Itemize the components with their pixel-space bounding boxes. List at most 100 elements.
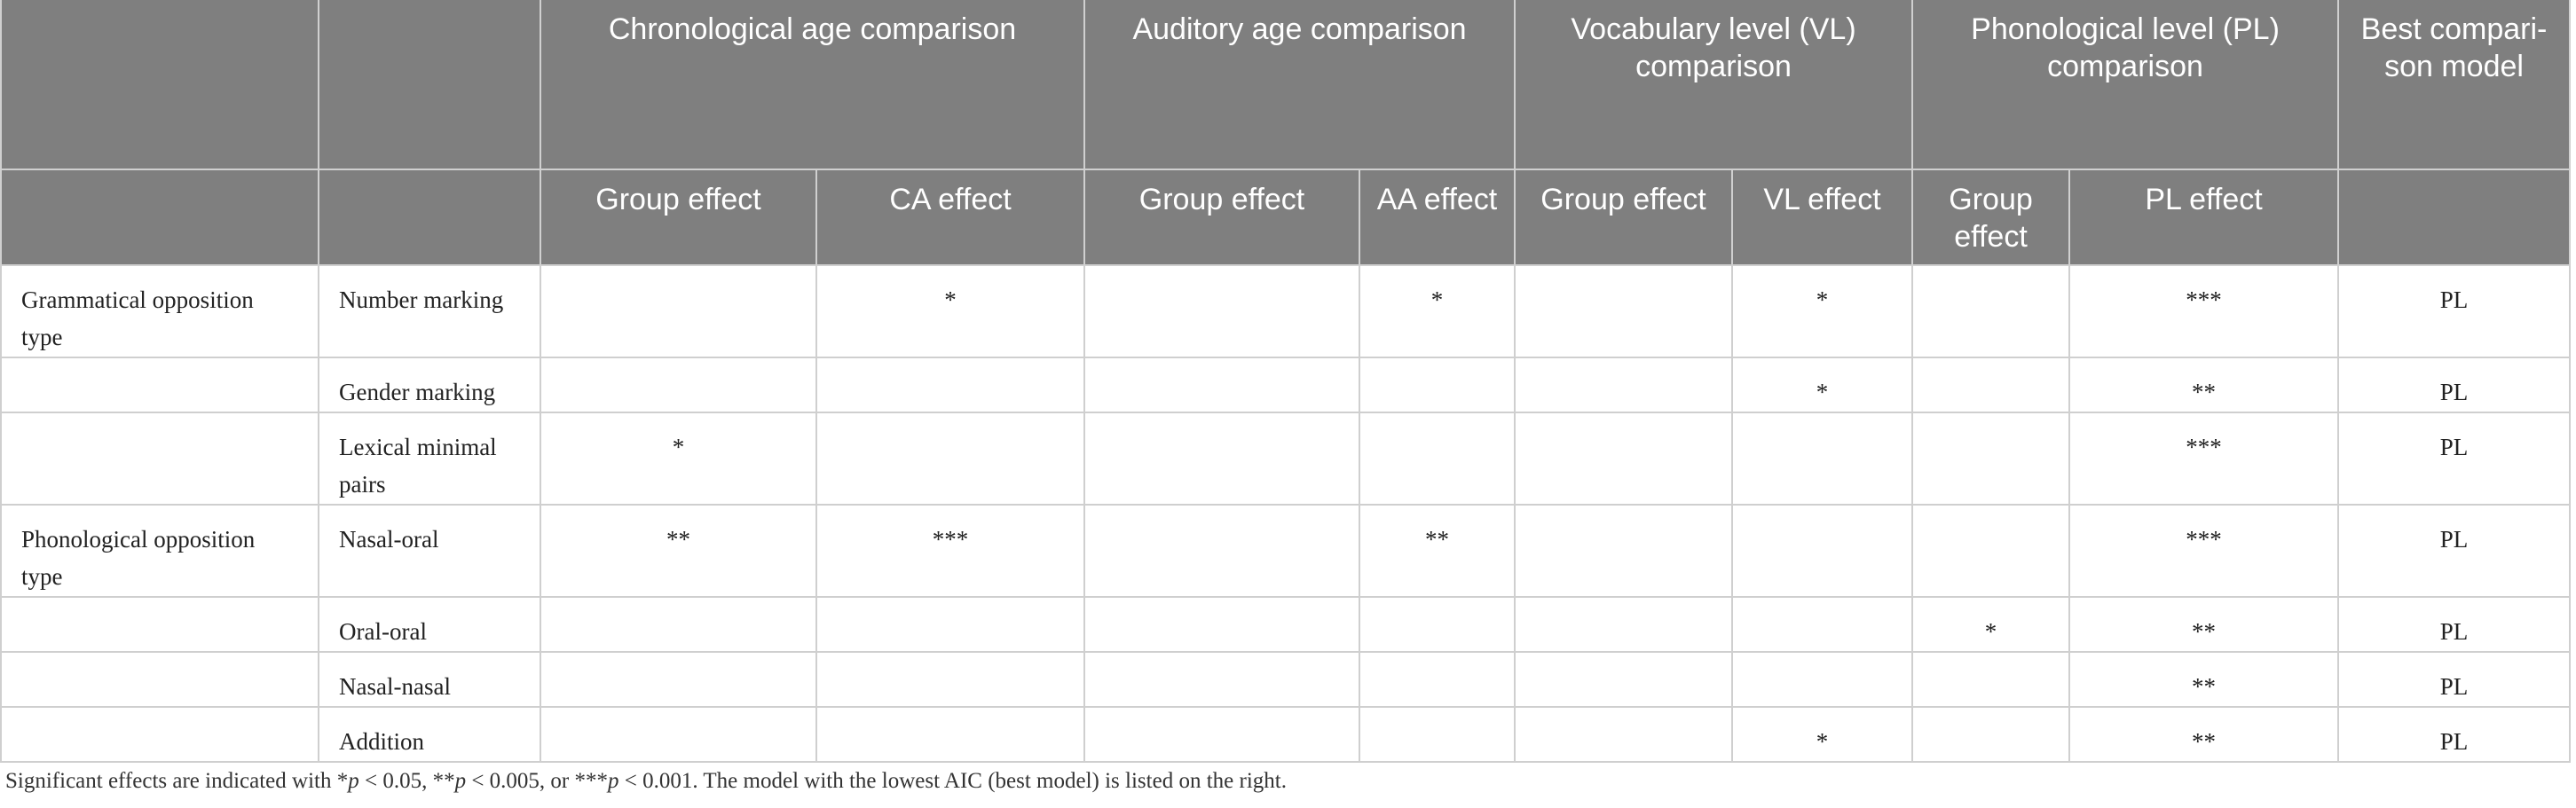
cell-best-model: PL (2337, 357, 2572, 413)
header-vocabulary-level: Vocabulary level (VL) comparison (1514, 0, 1914, 170)
table-body: Grammatical opposition type Number marki… (0, 264, 2572, 763)
cell-pl-effect: *** (2068, 504, 2340, 598)
cell-aa-effect: * (1359, 264, 1516, 358)
cell-aa-group (1083, 264, 1361, 358)
cell-ca-effect (815, 357, 1086, 413)
cell-ca-group (540, 596, 817, 653)
footnote-text-3: < 0.005, or *** (466, 769, 609, 793)
table-row: Oral-oral * ** PL (0, 596, 2572, 653)
cell-vl-group (1514, 651, 1734, 708)
row-label: Number marking (318, 264, 541, 358)
header-empty-1 (0, 0, 319, 170)
header-best-model: Best compari- son model (2337, 0, 2572, 170)
cell-aa-effect (1359, 357, 1516, 413)
subheader-ca-effect: CA effect (815, 169, 1086, 266)
header-chronological-age: Chronological age comparison (539, 0, 1086, 170)
row-label: Nasal-nasal (318, 651, 541, 708)
cell-best-model: PL (2337, 504, 2572, 598)
table-row: Phonological opposition type Nasal-oral … (0, 504, 2572, 598)
cell-vl-effect: * (1731, 706, 1914, 763)
cell-vl-group (1514, 357, 1734, 413)
subheader-vl-effect: VL effect (1731, 169, 1914, 266)
header-auditory-age: Auditory age comparison (1083, 0, 1516, 170)
cell-ca-effect (815, 706, 1086, 763)
subheader-ca-group-effect: Group effect (540, 169, 817, 266)
cell-vl-effect (1731, 596, 1914, 653)
cell-pl-group (1911, 357, 2071, 413)
table-row: Gender marking * ** PL (0, 357, 2572, 413)
cell-pl-effect: ** (2068, 596, 2340, 653)
row-label: Addition (318, 706, 541, 763)
cell-ca-group (540, 706, 817, 763)
cell-best-model: PL (2337, 264, 2572, 358)
cell-aa-group (1083, 504, 1361, 598)
header-row-effects: Group effect CA effect Group effect AA e… (0, 169, 2572, 266)
cell-aa-effect (1359, 596, 1516, 653)
table-footnote: Significant effects are indicated with *… (5, 769, 1287, 794)
subheader-pl-effect: PL effect (2068, 169, 2340, 266)
cell-pl-group: * (1911, 596, 2071, 653)
cell-vl-effect: * (1731, 357, 1914, 413)
cell-pl-group (1911, 651, 2071, 708)
results-table: Chronological age comparison Auditory ag… (0, 0, 2572, 763)
row-category: Phonological opposition type (0, 504, 319, 598)
cell-ca-group: * (540, 412, 817, 506)
subheader-pl-group-effect: Group effect (1911, 169, 2071, 266)
cell-ca-group: ** (540, 504, 817, 598)
cell-aa-effect: ** (1359, 504, 1516, 598)
cell-ca-effect (815, 412, 1086, 506)
cell-ca-effect (815, 596, 1086, 653)
subheader-aa-effect: AA effect (1359, 169, 1516, 266)
cell-vl-effect (1731, 651, 1914, 708)
row-category (0, 651, 319, 708)
table-row: Nasal-nasal ** PL (0, 651, 2572, 708)
header-phonological-level: Phonological level (PL) comparison (1911, 0, 2340, 170)
cell-vl-effect (1731, 412, 1914, 506)
cell-ca-effect: * (815, 264, 1086, 358)
cell-vl-group (1514, 264, 1734, 358)
cell-aa-group (1083, 706, 1361, 763)
cell-best-model: PL (2337, 651, 2572, 708)
row-label: Gender marking (318, 357, 541, 413)
cell-pl-group (1911, 504, 2071, 598)
cell-pl-group (1911, 412, 2071, 506)
footnote-p-3: p (608, 769, 619, 793)
row-category: Grammatical opposition type (0, 264, 319, 358)
cell-best-model: PL (2337, 706, 2572, 763)
table-row: Lexical minimal pairs * *** PL (0, 412, 2572, 506)
cell-pl-effect: ** (2068, 706, 2340, 763)
cell-aa-effect (1359, 651, 1516, 708)
cell-vl-group (1514, 596, 1734, 653)
cell-aa-group (1083, 596, 1361, 653)
cell-ca-group (540, 357, 817, 413)
cell-pl-effect: *** (2068, 264, 2340, 358)
subheader-empty-2 (318, 169, 541, 266)
cell-ca-effect (815, 651, 1086, 708)
footnote-p-1: p (348, 769, 359, 793)
cell-vl-group (1514, 706, 1734, 763)
row-label: Lexical minimal pairs (318, 412, 541, 506)
header-row-groups: Chronological age comparison Auditory ag… (0, 0, 2572, 170)
table-row: Grammatical opposition type Number marki… (0, 264, 2572, 358)
cell-vl-group (1514, 504, 1734, 598)
cell-best-model: PL (2337, 412, 2572, 506)
cell-pl-group (1911, 264, 2071, 358)
cell-pl-effect: ** (2068, 651, 2340, 708)
footnote-text-4: < 0.001. The model with the lowest AIC (… (618, 769, 1287, 793)
cell-ca-group (540, 651, 817, 708)
row-category (0, 596, 319, 653)
subheader-empty-1 (0, 169, 319, 266)
cell-vl-effect: * (1731, 264, 1914, 358)
row-category (0, 706, 319, 763)
cell-aa-group (1083, 412, 1361, 506)
cell-pl-effect: ** (2068, 357, 2340, 413)
cell-vl-effect (1731, 504, 1914, 598)
row-label: Oral-oral (318, 596, 541, 653)
cell-best-model: PL (2337, 596, 2572, 653)
table-header: Chronological age comparison Auditory ag… (0, 0, 2572, 266)
cell-pl-group (1911, 706, 2071, 763)
footnote-text-2: < 0.05, ** (358, 769, 455, 793)
footnote-p-2: p (454, 769, 467, 793)
results-table-container: Chronological age comparison Auditory ag… (0, 0, 2572, 763)
cell-aa-group (1083, 651, 1361, 708)
